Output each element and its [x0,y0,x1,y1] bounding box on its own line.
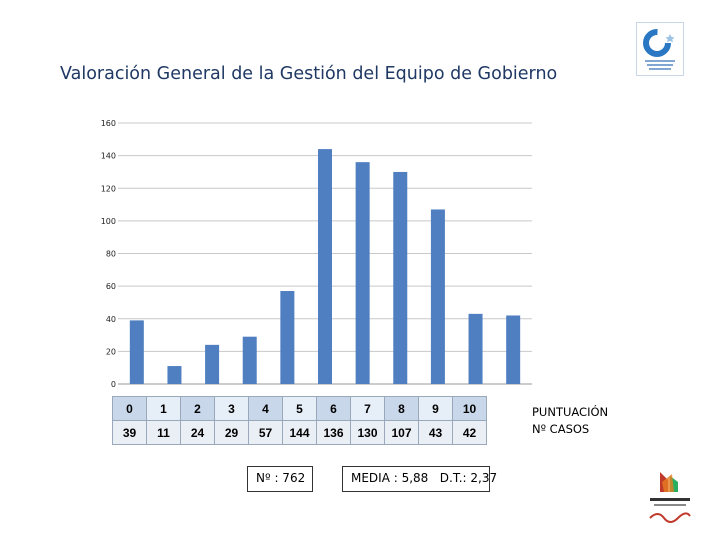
cases-cell: 39 [112,420,147,445]
cases-cell: 136 [316,420,351,445]
cases-row: 39 11 24 29 57 144 136 130 107 43 42 [112,420,487,445]
bar [506,315,521,384]
bar [280,291,295,384]
bar [242,336,257,384]
bar-chart: 0 20 40 60 80 100 120 140 160 [101,119,532,389]
cases-cell: 29 [214,420,249,445]
bar [129,320,144,384]
y-tick-label: 40 [106,315,116,324]
y-tick-label: 20 [106,347,116,356]
score-cell: 8 [384,396,419,421]
mean-sd-box: MEDIA : 5,88 D.T.: 2,37 [342,466,497,492]
score-row: 0 1 2 3 4 5 6 7 8 9 10 [112,396,487,421]
y-tick-label: 120 [101,184,116,193]
score-cell: 6 [316,396,351,421]
y-tick-label: 160 [101,119,116,128]
score-cell: 3 [214,396,249,421]
cases-row-label: Nº CASOS [532,422,590,436]
cases-cell: 11 [146,420,181,445]
cases-cell: 144 [282,420,317,445]
total-count-box: Nº : 762 [247,466,313,492]
y-tick-label: 0 [111,380,116,389]
score-cell: 4 [248,396,283,421]
score-cell: 5 [282,396,317,421]
bar [318,149,332,384]
institution-logo [636,22,684,76]
cases-cell: 57 [248,420,283,445]
bar [205,344,220,384]
cases-cell: 130 [350,420,385,445]
cases-cell: 42 [452,420,487,445]
y-tick-label: 80 [106,250,116,259]
score-cell: 7 [350,396,385,421]
score-row-label: PUNTUACIÓN [532,405,609,419]
y-tick-label: 140 [101,152,116,161]
y-tick-label: 100 [101,217,116,226]
bar [167,366,182,384]
bar [393,171,408,384]
score-cell: 10 [452,396,487,421]
y-tick-label: 60 [106,282,116,291]
bar [355,162,370,384]
score-table: 0 1 2 3 4 5 6 7 8 9 10 39 11 24 29 57 144 136 130 107 43 42 [112,396,487,445]
bar [468,313,483,384]
cases-cell: 24 [180,420,215,445]
bar [430,209,445,384]
municipality-logo [644,468,696,528]
cases-cell: 107 [384,420,419,445]
score-cell: 0 [112,396,147,421]
score-cell: 2 [180,396,215,421]
bar-series [129,149,521,384]
chart-title: Valoración General de la Gestión del Equ… [60,64,558,84]
score-cell: 1 [146,396,181,421]
cases-cell: 43 [418,420,453,445]
y-axis: 0 20 40 60 80 100 120 140 160 [101,119,116,389]
score-cell: 9 [418,396,453,421]
